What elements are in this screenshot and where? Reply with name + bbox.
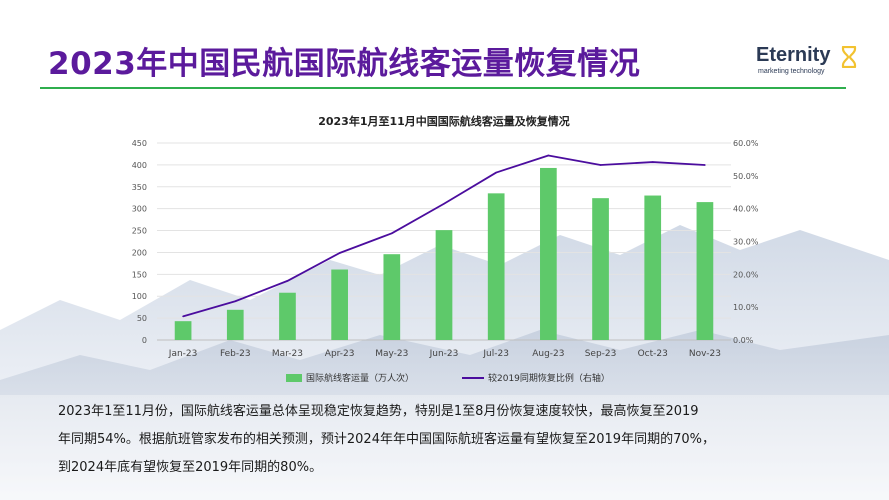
bar-Jul-23 [487, 193, 505, 340]
y-tick-label: 200 [132, 248, 147, 257]
y-tick-label: 250 [132, 227, 147, 236]
chart-legend: 国际航线客运量（万人次） 较2019同期恢复比例（右轴） [286, 372, 610, 384]
logo-tagline: marketing technology [758, 68, 825, 75]
chart-title: 2023年1月至11月中国国际航线客运量及恢复情况 [318, 114, 570, 128]
y-tick-label: 450 [132, 139, 147, 148]
x-tick-label: Apr-23 [325, 349, 355, 359]
y2-tick-label: 40.0% [733, 205, 759, 214]
y2-tick-label: 10.0% [733, 303, 759, 312]
y2-tick-label: 20.0% [733, 270, 759, 279]
bar-Aug-23 [540, 167, 557, 340]
y-tick-label: 100 [132, 292, 147, 301]
bar-Feb-23 [226, 309, 244, 340]
title-divider [40, 87, 846, 89]
line-point-Mar-23 [286, 280, 289, 282]
x-tick-label: Aug-23 [532, 349, 564, 359]
y-tick-label: 300 [132, 205, 147, 214]
line-point-Jun-23 [443, 202, 445, 205]
summary-line-2: 年同期54%。根据航班管家发布的相关预测，预计2024年年中国国际航班客运量有望… [58, 432, 715, 447]
line-point-Sep-23 [599, 164, 602, 166]
company-logo: Eternity marketing technology [752, 44, 862, 80]
y2-tick-label: 60.0% [733, 139, 759, 148]
bar-Mar-23 [279, 292, 296, 340]
bar-Oct-23 [644, 195, 662, 340]
bar-Apr-23 [331, 269, 348, 340]
y-tick-label: 350 [132, 183, 147, 192]
summary-line-1: 2023年1至11月份，国际航线客运量总体呈现稳定恢复趋势，特别是1至8月份恢复… [58, 404, 699, 419]
y-tick-label: 50 [137, 314, 147, 323]
line-point-Jan-23 [182, 315, 184, 318]
x-tick-label: Feb-23 [220, 349, 251, 359]
x-tick-label: Jul-23 [482, 349, 509, 359]
y2-tick-label: 50.0% [733, 172, 759, 181]
legend-bar-label: 国际航线客运量（万人次） [306, 372, 414, 384]
y-tick-label: 0 [142, 336, 147, 345]
bar-Sep-23 [592, 198, 609, 340]
summary-line-3: 到2024年底有望恢复至2019年同期的80%。 [58, 460, 323, 475]
x-tick-label: Nov-23 [689, 349, 721, 359]
bar-Nov-23 [696, 202, 714, 340]
logo-wordmark: Eternity [756, 44, 831, 66]
x-tick-label: Oct-23 [638, 349, 668, 359]
y2-tick-label: 0.0% [733, 336, 754, 345]
x-tick-label: Sep-23 [585, 349, 617, 359]
x-tick-label: May-23 [375, 349, 408, 359]
summary-text: 2023年1至11月份，国际航线客运量总体呈现稳定恢复趋势，特别是1至8月份恢复… [58, 398, 848, 482]
line-point-Nov-23 [704, 164, 706, 166]
bar-Jun-23 [435, 230, 453, 340]
legend-bar-swatch [286, 374, 302, 382]
y-tick-label: 150 [132, 270, 147, 279]
line-point-Feb-23 [234, 300, 237, 303]
x-tick-label: Mar-23 [272, 349, 303, 359]
hourglass-icon [841, 46, 857, 68]
y-tick-label: 400 [132, 161, 147, 170]
y2-tick-label: 30.0% [733, 238, 759, 247]
line-point-Apr-23 [338, 252, 341, 254]
legend-line-label: 较2019同期恢复比例（右轴） [488, 372, 610, 384]
line-point-Jul-23 [495, 171, 497, 174]
line-point-Oct-23 [651, 161, 654, 163]
page-title: 2023年中国民航国际航线客运量恢复情况 [48, 46, 641, 82]
x-tick-label: Jan-23 [168, 349, 198, 359]
bar-May-23 [383, 254, 401, 340]
line-point-May-23 [391, 232, 393, 235]
bar-Jan-23 [174, 321, 192, 340]
passenger-chart: 2023年1月至11月中国国际航线客运量及恢复情况 0 50 100 150 200 25… [132, 114, 759, 384]
x-tick-label: Jun-23 [429, 349, 459, 359]
line-point-Aug-23 [547, 154, 550, 157]
